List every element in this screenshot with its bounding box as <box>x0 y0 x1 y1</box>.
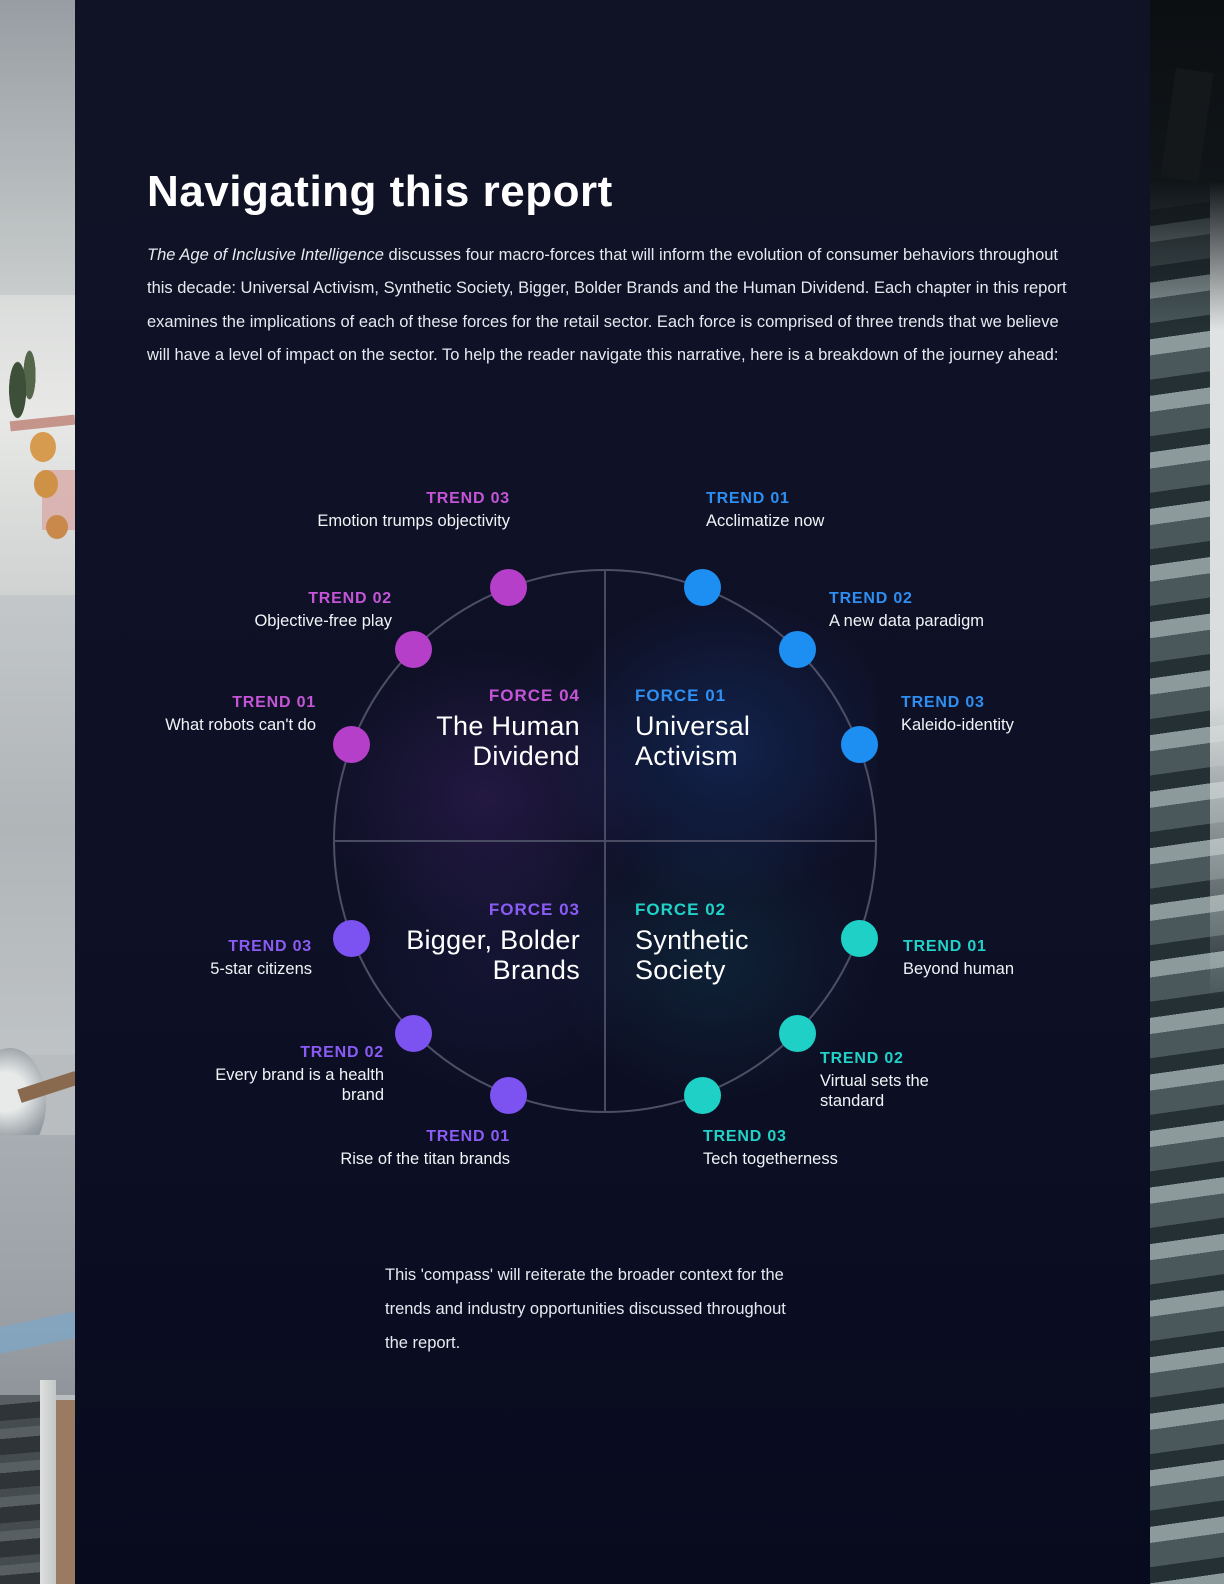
trend-label-tech-togetherness: TREND 03 Tech togetherness <box>703 1128 923 1170</box>
trend-text: Beyond human <box>903 960 1014 978</box>
force-04-label: FORCE 04 <box>488 686 580 705</box>
force-01-name: Universal Activism <box>635 711 751 771</box>
trend-heading: TREND 03 <box>228 938 312 955</box>
trend-heading: TREND 01 <box>426 1128 510 1145</box>
trend-dot-kaleido-identity <box>841 726 878 763</box>
trend-text: 5-star citizens <box>210 960 312 978</box>
trend-label-acclimatize-now: TREND 01 Acclimatize now <box>706 490 946 532</box>
photo-teddy-bear <box>30 432 56 462</box>
force-04-block: FORCE 04 The Human Dividend <box>370 686 580 771</box>
left-photo-strip <box>0 0 75 1584</box>
trend-text: Tech togetherness <box>703 1150 838 1168</box>
trend-heading: TREND 01 <box>232 694 316 711</box>
trend-label-what-robots-cant-do: TREND 01 What robots can't do <box>96 694 316 736</box>
right-photo-strip <box>1150 0 1224 1584</box>
trend-text: A new data paradigm <box>829 612 985 630</box>
trend-dot-tech-togetherness <box>684 1077 721 1114</box>
trend-dot-rise-of-the-titan-brands <box>490 1077 527 1114</box>
trend-heading: TREND 03 <box>901 694 985 711</box>
trend-heading: TREND 03 <box>703 1128 787 1145</box>
trend-dot-what-robots-cant-do <box>333 726 370 763</box>
trend-heading: TREND 02 <box>829 590 913 607</box>
photo-escalator <box>0 1395 40 1584</box>
intro-paragraph: The Age of Inclusive Intelligence discus… <box>147 239 1069 373</box>
trend-label-kaleido-identity: TREND 03 Kaleido-identity <box>901 694 1121 736</box>
trend-text: What robots can't do <box>165 716 316 734</box>
photo-teddy-bear <box>46 515 68 539</box>
caption-line: trends and industry opportunities discus… <box>385 1300 786 1318</box>
trend-text: Emotion trumps objectivity <box>317 512 510 530</box>
trend-heading: TREND 03 <box>426 490 510 507</box>
report-name-italic: The Age of Inclusive Intelligence <box>147 245 384 264</box>
force-02-name: Synthetic Society <box>635 925 749 985</box>
photo-column <box>56 1400 75 1584</box>
caption-line: the report. <box>385 1334 461 1352</box>
photo-ceiling <box>0 0 75 295</box>
trend-label-beyond-human: TREND 01 Beyond human <box>903 938 1103 980</box>
compass-caption: This 'compass' will reiterate the broade… <box>385 1258 855 1360</box>
trend-dot-acclimatize-now <box>684 569 721 606</box>
trend-heading: TREND 02 <box>820 1050 904 1067</box>
trend-dot-emotion-trumps-objectivity <box>490 569 527 606</box>
trend-dot-5-star-citizens <box>333 920 370 957</box>
trend-text: Acclimatize now <box>706 512 825 530</box>
trend-heading: TREND 02 <box>308 590 392 607</box>
trend-heading: TREND 01 <box>706 490 790 507</box>
force-03-block: FORCE 03 Bigger, Bolder Brands <box>385 900 580 985</box>
trend-text: Every brand is a health brand <box>215 1066 384 1104</box>
trend-label-a-new-data-paradigm: TREND 02 A new data paradigm <box>829 590 1049 632</box>
trend-text: Objective-free play <box>254 612 392 630</box>
trend-dot-every-brand-is-a-health-brand <box>395 1015 432 1052</box>
trend-text: Rise of the titan brands <box>340 1150 510 1168</box>
trend-dot-a-new-data-paradigm <box>779 631 816 668</box>
trend-text: Kaleido-identity <box>901 716 1014 734</box>
photo-plant <box>4 330 38 430</box>
photo-pole <box>40 1380 56 1584</box>
caption-line: This 'compass' will reiterate the broade… <box>385 1266 784 1284</box>
force-01-block: FORCE 01 Universal Activism <box>635 686 845 771</box>
photo-wall <box>0 595 75 1055</box>
trend-label-virtual-sets-the-standard: TREND 02 Virtual sets the standard <box>820 1050 948 1111</box>
force-01-label: FORCE 01 <box>635 686 727 705</box>
force-03-label: FORCE 03 <box>488 900 580 919</box>
trend-dot-objective-free-play <box>395 631 432 668</box>
trend-dot-beyond-human <box>841 920 878 957</box>
trend-heading: TREND 02 <box>300 1044 384 1061</box>
trend-heading: TREND 01 <box>903 938 987 955</box>
trend-label-5-star-citizens: TREND 03 5-star citizens <box>112 938 312 980</box>
photo-teddy-bear <box>34 470 58 498</box>
trend-label-rise-of-the-titan-brands: TREND 01 Rise of the titan brands <box>280 1128 510 1170</box>
force-03-name: Bigger, Bolder Brands <box>406 925 580 985</box>
trend-label-objective-free-play: TREND 02 Objective-free play <box>172 590 392 632</box>
compass-horizontal-axis <box>333 840 877 842</box>
page-title: Navigating this report <box>147 167 613 217</box>
force-02-label: FORCE 02 <box>635 900 727 919</box>
trend-text: Virtual sets the standard <box>820 1072 929 1110</box>
trend-label-every-brand-is-a-health-brand: TREND 02 Every brand is a health brand <box>206 1044 384 1105</box>
force-02-block: FORCE 02 Synthetic Society <box>635 900 805 985</box>
photo-floor <box>0 1135 75 1395</box>
trend-dot-virtual-sets-the-standard <box>779 1015 816 1052</box>
intro-body-text: discusses four macro-forces that will in… <box>147 245 1067 365</box>
force-04-name: The Human Dividend <box>436 711 580 771</box>
trend-label-emotion-trumps-objectivity: TREND 03 Emotion trumps objectivity <box>250 490 510 532</box>
